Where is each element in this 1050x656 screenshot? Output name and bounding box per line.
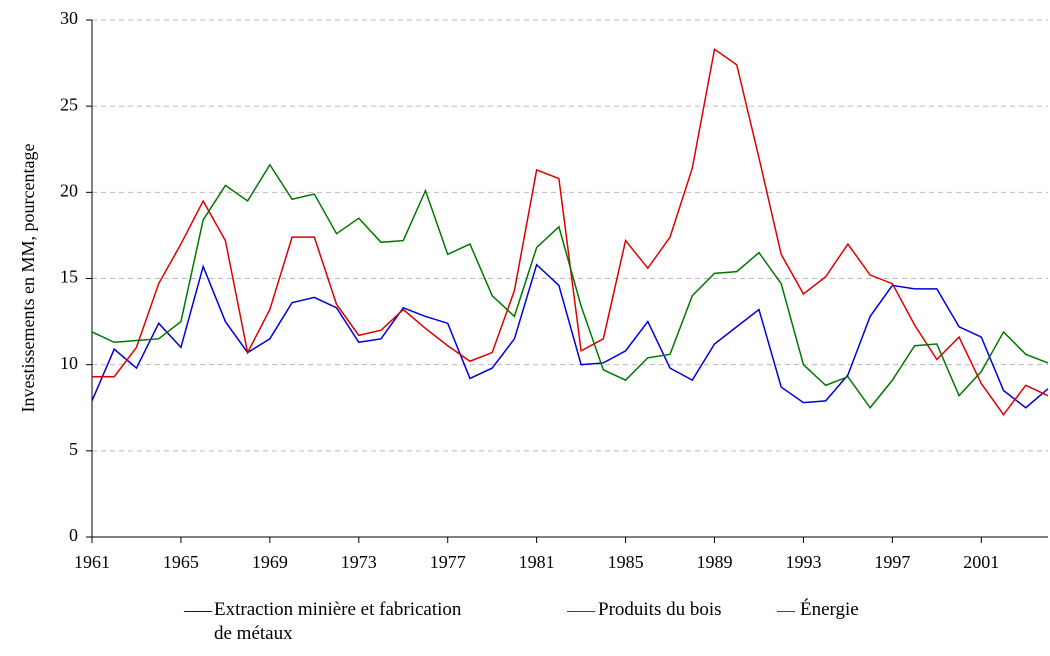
y-tick-label: 15	[60, 267, 78, 287]
y-tick-label: 30	[60, 8, 78, 28]
y-tick-label: 0	[69, 525, 78, 545]
legend-swatch	[184, 611, 212, 612]
x-tick-label: 1997	[874, 552, 910, 572]
legend-swatch	[567, 611, 595, 612]
legend-label: Produits du bois	[598, 599, 722, 620]
x-tick-label: 2001	[963, 552, 999, 572]
x-tick-label: 1993	[785, 552, 821, 572]
x-tick-label: 1985	[608, 552, 644, 572]
x-tick-label: 1965	[163, 552, 199, 572]
x-tick-label: 1989	[697, 552, 733, 572]
legend-label: Extraction minière et fabrication de mét…	[214, 599, 462, 644]
x-tick-label: 1961	[74, 552, 110, 572]
x-tick-label: 1973	[341, 552, 377, 572]
x-tick-label: 1981	[519, 552, 555, 572]
legend-swatch	[777, 611, 795, 612]
legend-label: Énergie	[800, 599, 859, 620]
y-tick-label: 5	[69, 439, 78, 459]
x-tick-label: 1969	[252, 552, 288, 572]
y-tick-label: 25	[60, 94, 78, 114]
y-tick-label: 20	[60, 180, 78, 200]
y-tick-label: 10	[60, 353, 78, 373]
series-line	[91, 163, 1049, 409]
x-tick-label: 1977	[430, 552, 466, 572]
y-axis-label: Investissements en MM, pourcentage	[18, 144, 38, 413]
series-line	[91, 263, 1049, 409]
